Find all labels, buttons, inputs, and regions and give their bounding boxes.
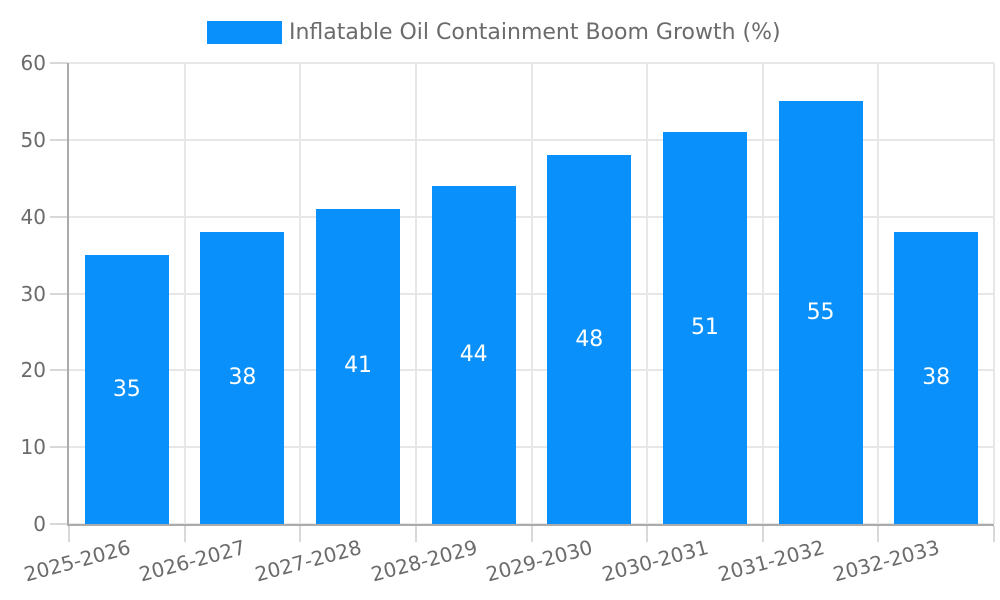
x-tick-mark bbox=[877, 526, 880, 542]
x-gridline bbox=[183, 63, 186, 524]
bar bbox=[200, 232, 285, 524]
bar bbox=[84, 255, 169, 524]
chart-legend: Inflatable Oil Containment Boom Growth (… bbox=[207, 21, 781, 44]
y-tick-mark bbox=[50, 138, 68, 141]
x-tick-mark bbox=[299, 526, 302, 542]
x-tick-label: 2028-2029 bbox=[368, 535, 480, 587]
bar-value-label: 38 bbox=[228, 365, 257, 391]
y-tick-mark bbox=[50, 62, 68, 64]
x-tick-mark bbox=[68, 526, 70, 542]
x-tick-mark bbox=[530, 526, 533, 542]
x-tick-mark bbox=[761, 526, 764, 542]
bar bbox=[662, 132, 747, 524]
y-tick-mark bbox=[50, 369, 68, 372]
x-gridline bbox=[646, 63, 649, 524]
x-tick-label: 2031-2032 bbox=[715, 535, 827, 587]
x-tick-mark bbox=[183, 526, 186, 542]
x-gridline bbox=[299, 63, 302, 524]
bar-value-label: 38 bbox=[922, 365, 951, 391]
y-tick-label: 20 bbox=[20, 358, 46, 383]
x-tick-mark bbox=[993, 526, 995, 542]
x-gridline bbox=[877, 63, 880, 524]
bar-value-label: 55 bbox=[806, 299, 835, 325]
x-gridline bbox=[530, 63, 533, 524]
bar-value-label: 41 bbox=[344, 353, 373, 379]
y-tick-label: 60 bbox=[20, 51, 46, 75]
x-tick-mark bbox=[646, 526, 649, 542]
bar bbox=[778, 101, 863, 524]
x-tick-label: 2029-2030 bbox=[483, 535, 596, 587]
x-tick-label: 2026-2027 bbox=[136, 535, 249, 587]
bar-value-label: 35 bbox=[112, 376, 141, 402]
x-tick-label: 2027-2028 bbox=[252, 535, 365, 587]
y-tick-mark bbox=[50, 292, 68, 295]
y-axis-line bbox=[67, 63, 69, 526]
bar-value-label: 51 bbox=[690, 315, 719, 341]
x-tick-label: 2030-2031 bbox=[599, 535, 711, 587]
bar-value-label: 44 bbox=[459, 341, 488, 367]
y-tick-mark bbox=[50, 523, 68, 525]
bar bbox=[431, 185, 516, 524]
x-gridline bbox=[761, 63, 764, 524]
x-tick-label: 2025-2026 bbox=[21, 535, 133, 587]
y-tick-label: 10 bbox=[20, 435, 46, 460]
y-tick-label: 40 bbox=[20, 204, 46, 229]
y-tick-mark bbox=[50, 215, 68, 218]
x-axis-line bbox=[67, 524, 994, 526]
x-gridline bbox=[414, 63, 417, 524]
x-gridline bbox=[993, 63, 995, 524]
y-tick-label: 50 bbox=[20, 127, 46, 152]
y-tick-label: 0 bbox=[33, 512, 46, 536]
y-tick-mark bbox=[50, 446, 68, 449]
bar-value-label: 48 bbox=[575, 326, 604, 352]
legend-swatch bbox=[207, 21, 282, 44]
y-tick-label: 30 bbox=[20, 281, 46, 306]
x-tick-label: 2032-2033 bbox=[830, 535, 943, 587]
legend-label: Inflatable Oil Containment Boom Growth (… bbox=[289, 20, 781, 45]
bar bbox=[316, 208, 401, 524]
bar bbox=[547, 155, 632, 524]
bar bbox=[894, 232, 979, 524]
x-tick-mark bbox=[414, 526, 417, 542]
